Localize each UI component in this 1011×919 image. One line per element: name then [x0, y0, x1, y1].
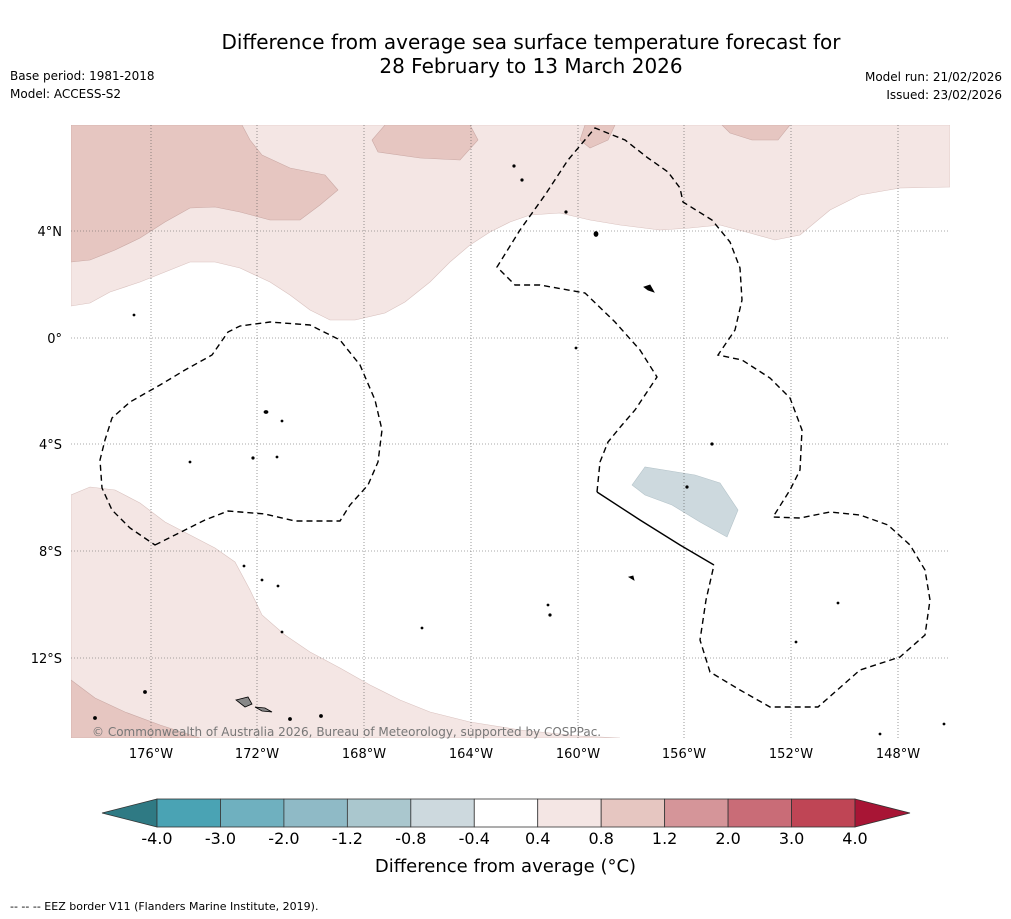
anomaly-region-southwest-light: [71, 486, 621, 738]
colorbar-bin: [346, 798, 412, 828]
map-area: [71, 125, 950, 738]
lon-label-164w: 164°W: [449, 747, 493, 762]
colorbar-bin: [283, 798, 348, 828]
anomaly-cool-patch: [631, 466, 739, 538]
eez-border-west: [99, 321, 383, 546]
colorbar-tick-label: 3.0: [779, 829, 804, 848]
anomaly-region-northwest: [71, 125, 339, 263]
colorbar-tick-label: 1.2: [652, 829, 677, 848]
title-line-1: Difference from average sea surface temp…: [221, 30, 841, 54]
lon-label-160w: 160°W: [556, 747, 600, 762]
colorbar-tick-label: -1.2: [332, 829, 363, 848]
island-samoa-1: [235, 696, 253, 708]
colorbar-bin: [791, 798, 856, 828]
colorbar-tick-label: -0.4: [459, 829, 490, 848]
lon-label-148w: 148°W: [876, 747, 920, 762]
colorbar-bin: [473, 798, 539, 828]
lon-label-152w: 152°W: [769, 747, 813, 762]
colorbar-bins: [156, 798, 856, 828]
colorbar-tick-label: 0.8: [588, 829, 613, 848]
eez-border-central: [496, 127, 931, 708]
lon-label-176w: 176°W: [129, 747, 173, 762]
colorbar-bin: [600, 798, 666, 828]
colorbar-tick-label: 0.4: [525, 829, 550, 848]
model-run-text: Model run: 21/02/2026: [864, 70, 1002, 84]
base-period-text: Base period: 1981-2018: [10, 69, 155, 83]
colorbar-under-arrow: [101, 798, 158, 828]
lat-label-8s: 8°S: [39, 545, 62, 560]
colorbar-bin: [220, 798, 285, 828]
colorbar-bin: [156, 798, 221, 828]
model-text: Model: ACCESS-S2: [10, 87, 122, 101]
map-gridlines: [71, 125, 950, 738]
longitude-labels: 176°W 172°W 168°W 164°W 160°W 156°W 152°…: [129, 747, 920, 762]
colorbar-title: Difference from average (°C): [374, 856, 637, 877]
lon-label-168w: 168°W: [342, 747, 386, 762]
lon-label-156w: 156°W: [662, 747, 706, 762]
copyright-text: © Commonwealth of Australia 2026, Bureau…: [92, 725, 601, 739]
islands: [93, 164, 946, 736]
colorbar-tick-label: -3.0: [205, 829, 236, 848]
island-samoa-2: [254, 706, 273, 713]
anomaly-patch-north-3: [721, 125, 791, 141]
title-line-2: 28 February to 13 March 2026: [379, 54, 683, 78]
anomaly-region-southwest: [71, 679, 201, 738]
colorbar-bin: [537, 798, 602, 828]
colorbar-tick-label: 4.0: [842, 829, 867, 848]
lat-label-4s: 4°S: [39, 438, 62, 453]
anomaly-patch-north-2: [579, 125, 616, 149]
lon-label-172w: 172°W: [235, 747, 279, 762]
colorbar: -4.0 -3.0 -2.0 -1.2 -0.8 -0.4 0.4 0.8 1.2 2.0 3.0 4…: [101, 798, 911, 848]
colorbar-tick-labels: -4.0 -3.0 -2.0 -1.2 -0.8 -0.4 0.4 0.8 1.2 2.0 3.0 4…: [141, 829, 867, 848]
colorbar-tick-label: 2.0: [715, 829, 740, 848]
colorbar-bin: [664, 798, 729, 828]
issued-text: Issued: 23/02/2026: [886, 88, 1002, 102]
lat-label-4n: 4°N: [38, 225, 63, 240]
colorbar-tick-label: -2.0: [268, 829, 299, 848]
meta-left: Base period: 1981-2018 Model: ACCESS-S2: [10, 69, 155, 105]
map-title: Difference from average sea surface temp…: [131, 30, 931, 78]
colorbar-bin: [727, 798, 792, 828]
eez-border-solid-segment: [596, 491, 715, 566]
anomaly-patch-north-1: [371, 125, 479, 161]
colorbar-tick-label: -4.0: [141, 829, 172, 848]
latitude-labels: 4°N 0° 4°S 8°S 12°S: [31, 225, 62, 667]
lat-label-12s: 12°S: [31, 652, 62, 667]
meta-right: Model run: 21/02/2026 Issued: 23/02/2026: [865, 70, 1002, 106]
colorbar-over-arrow: [854, 798, 911, 828]
eez-borders: [99, 127, 931, 708]
eez-legend-footnote: -- -- -- EEZ border V11 (Flanders Marine…: [10, 900, 319, 913]
lat-label-0: 0°: [47, 332, 62, 347]
colorbar-tick-label: -0.8: [395, 829, 426, 848]
colorbar-bin: [410, 798, 475, 828]
